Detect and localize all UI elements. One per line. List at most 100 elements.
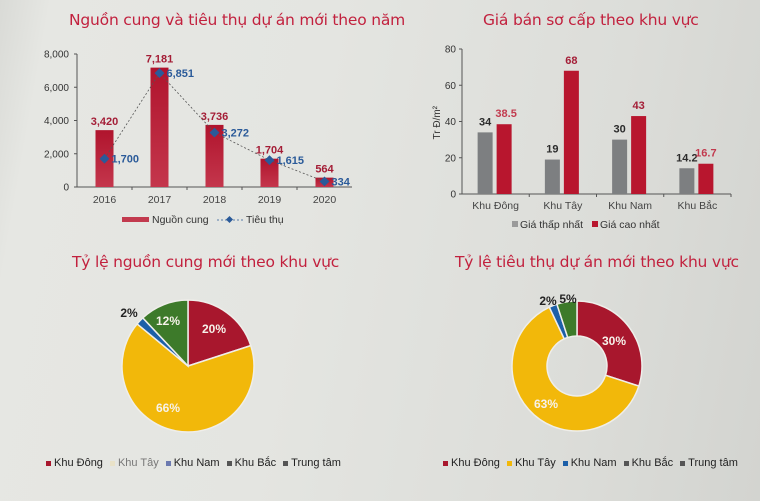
pie-slice (187, 299, 252, 368)
x-category-label: 2017 (148, 194, 172, 206)
legend-label: Khu Nam (570, 457, 617, 469)
consumption-marker (209, 127, 220, 138)
supply-value-label: 3,420 (91, 116, 119, 128)
y-tick-label: 0 (63, 183, 69, 194)
x-category-label: Khu Đông (472, 200, 519, 212)
legend-high-swatch (592, 221, 598, 227)
consumption-value-label: 334 (332, 176, 351, 188)
supply-value-label: 7,181 (146, 54, 174, 66)
consumption-legend-item: Khu Đông (443, 457, 500, 469)
legend-swatch-icon (46, 460, 51, 466)
pie-value-label: 63% (534, 397, 558, 411)
y-tick-label: 4,000 (44, 116, 69, 127)
pie-slice (141, 299, 189, 368)
y-tick-label: 80 (445, 45, 457, 56)
legend-label: Khu Tây (117, 457, 159, 469)
pie-value-label: 12% (156, 314, 180, 328)
high-price-bar (631, 116, 647, 194)
supply-legend-item: Khu Bắc (226, 457, 277, 469)
supply-bar (205, 124, 224, 187)
pie-value-label: 20% (202, 322, 226, 336)
legend-supply-label: Nguồn cung (152, 214, 209, 226)
x-category-label: Khu Bắc (678, 199, 718, 212)
legend-consumption-label: Tiêu thụ (246, 214, 284, 226)
consumption-legend-item: Khu Bắc (623, 457, 674, 469)
supply-value-label: 1,704 (256, 145, 284, 157)
pie-slice (555, 300, 578, 339)
supply-legend-item: Khu Tây (109, 457, 159, 469)
supply-bar (150, 67, 169, 187)
legend-label: Khu Đông (451, 457, 500, 469)
low-price-bar (477, 132, 493, 194)
legend-label: Khu Bắc (631, 457, 674, 469)
consumption-marker (154, 68, 165, 79)
x-category-label: 2020 (313, 194, 337, 206)
legend-label: Khu Nam (173, 457, 220, 469)
pie-value-label: 5% (559, 292, 577, 306)
legend-label: Trung tâm (688, 457, 738, 469)
consumption-value-label: 6,851 (167, 68, 195, 80)
legend-swatch-icon (165, 460, 171, 466)
legend-swatch-icon (623, 460, 629, 466)
supply-legend-item: Khu Đông (46, 457, 103, 469)
pie-slice (121, 322, 255, 433)
supply-share-title: Tỷ lệ nguồn cung mới theo khu vực (72, 253, 340, 271)
y-tick-label: 60 (445, 81, 457, 92)
consumption-legend-item: Trung tâm (680, 457, 738, 469)
high-price-bar (563, 70, 579, 194)
legend-label: Khu Đông (54, 457, 103, 469)
low-price-label: 14.2 (676, 152, 697, 164)
consumption-marker (319, 176, 330, 187)
legend-swatch-icon (109, 460, 115, 466)
pie-value-label: 2% (120, 306, 138, 320)
high-price-bar (496, 124, 512, 194)
y-tick-label: 2,000 (44, 149, 69, 160)
low-price-bar (612, 139, 628, 194)
legend-swatch-icon (443, 460, 448, 466)
legend-supply-swatch (122, 217, 149, 222)
legend-high-label: Giá cao nhất (600, 219, 660, 231)
consumption-marker (264, 155, 275, 166)
legend-label: Khu Tây (514, 457, 556, 469)
low-price-bar (544, 159, 560, 194)
supply-value-label: 564 (315, 164, 334, 176)
supply-value-label: 3,736 (201, 111, 229, 123)
pie-value-label: 2% (539, 294, 557, 308)
x-category-label: 2016 (93, 194, 117, 206)
low-price-label: 30 (614, 124, 626, 136)
y-tick-label: 40 (445, 117, 457, 128)
x-category-label: Khu Nam (608, 200, 652, 212)
low-price-label: 19 (546, 144, 558, 156)
consumption-marker (99, 153, 110, 164)
legend-label: Trung tâm (291, 457, 341, 469)
pie-value-label: 30% (602, 334, 626, 348)
supply-share-pie: 20% 66% 2% 12% (120, 299, 255, 433)
consumption-value-label: 1,615 (277, 155, 305, 167)
supply-legend-item: Khu Nam (165, 457, 220, 469)
y-axis-label: Tr Đ/m² (432, 105, 443, 139)
pie-slice (511, 306, 640, 432)
consumption-legend-item: Khu Tây (506, 457, 556, 469)
consumption-legend-item: Khu Nam (562, 457, 617, 469)
supply-legend-item: Trung tâm (283, 457, 341, 469)
x-category-label: Khu Tây (543, 200, 583, 212)
consumption-value-label: 1,700 (112, 154, 140, 166)
primary-price-title: Giá bán sơ cấp theo khu vực (483, 11, 699, 29)
legend-swatch-icon (562, 460, 568, 466)
x-category-label: 2019 (258, 194, 282, 206)
legend-label: Khu Bắc (234, 457, 277, 469)
legend-swatch-icon (506, 460, 512, 466)
supply-bar (260, 158, 279, 187)
high-price-label: 16.7 (695, 148, 716, 160)
high-price-label: 38.5 (495, 108, 516, 120)
high-price-label: 68 (565, 55, 577, 67)
y-tick-label: 20 (445, 153, 457, 164)
supply-consumption-chart: 0 2,000 4,000 6,000 8,000 3,420 2016 7,181 2017 3… (44, 50, 352, 226)
high-price-label: 43 (633, 100, 645, 112)
low-price-bar (679, 168, 695, 194)
consumption-share-title: Tỷ lệ tiêu thụ dự án mới theo khu vực (455, 253, 739, 271)
consumption-share-donut: 30% 63% 2% 5% (511, 292, 643, 432)
pie-value-label: 66% (156, 401, 180, 415)
